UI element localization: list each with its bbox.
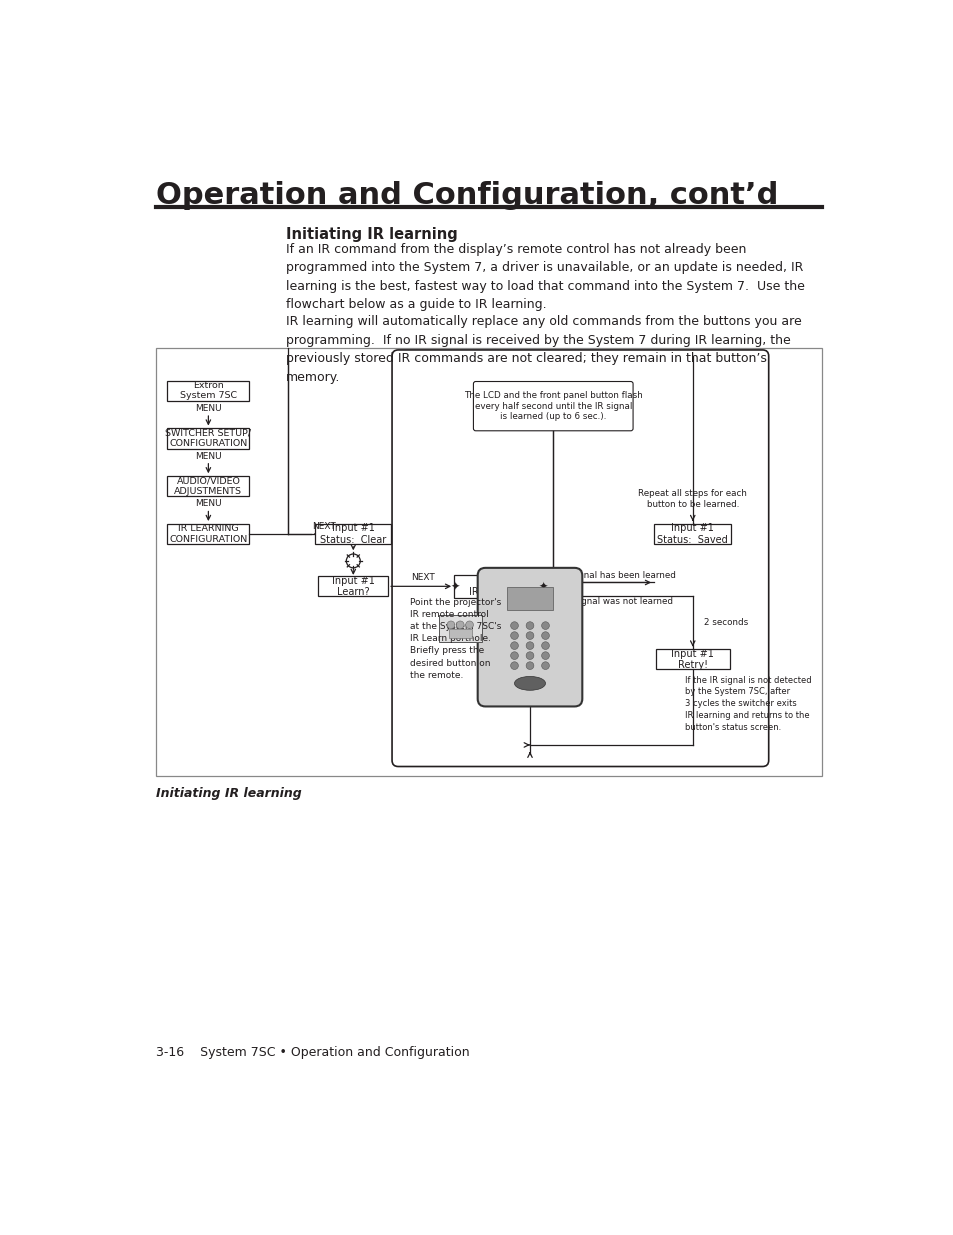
Text: NEXT: NEXT (312, 522, 335, 531)
Circle shape (541, 652, 549, 659)
Bar (167, 477, 249, 496)
Text: Signal has been learned: Signal has been learned (570, 571, 676, 580)
Bar (438, 615, 481, 642)
Bar (656, 650, 729, 669)
Text: NEXT: NEXT (411, 573, 435, 583)
Text: 3-16    System 7SC • Operation and Configuration: 3-16 System 7SC • Operation and Configur… (155, 1046, 469, 1060)
Text: If the IR signal is not detected
by the System 7SC, after
3 cycles the switcher : If the IR signal is not detected by the … (684, 676, 811, 732)
Bar (315, 524, 391, 543)
Text: Input #1
IR Learning!: Input #1 IR Learning! (469, 576, 528, 598)
Text: Input #1
Status:  Saved: Input #1 Status: Saved (657, 524, 727, 545)
Text: Signal was not learned: Signal was not learned (573, 597, 672, 606)
Circle shape (525, 632, 534, 640)
Circle shape (525, 652, 534, 659)
Bar (167, 429, 249, 448)
Bar (155, 348, 821, 776)
Text: Extron
System 7SC: Extron System 7SC (179, 382, 236, 400)
Text: Input #1
Learn?: Input #1 Learn? (332, 576, 375, 598)
Circle shape (456, 621, 464, 629)
Circle shape (510, 632, 517, 640)
Text: Input #1
Retry!: Input #1 Retry! (671, 648, 714, 671)
Text: MENU: MENU (194, 452, 221, 461)
Circle shape (510, 621, 517, 630)
Circle shape (510, 642, 517, 650)
Bar (654, 524, 731, 543)
Text: ✦: ✦ (537, 582, 547, 592)
Circle shape (525, 621, 534, 630)
Text: IR learning will automatically replace any old commands from the buttons you are: IR learning will automatically replace a… (286, 315, 801, 384)
FancyBboxPatch shape (477, 568, 581, 706)
Circle shape (510, 652, 517, 659)
Text: Repeat all steps for each
button to be learned.: Repeat all steps for each button to be l… (638, 489, 746, 509)
Text: IR LEARNING
CONFIGURATION: IR LEARNING CONFIGURATION (169, 525, 247, 543)
FancyBboxPatch shape (473, 382, 633, 431)
Circle shape (541, 662, 549, 669)
Bar (167, 380, 249, 401)
Circle shape (541, 632, 549, 640)
Bar (506, 587, 553, 610)
Text: MENU: MENU (194, 404, 221, 412)
Text: Point the projector's
IR remote control
at the System 7SC's
IR Learn porthole.
B: Point the projector's IR remote control … (410, 598, 500, 679)
Text: Initiating IR learning: Initiating IR learning (286, 227, 457, 242)
Bar (167, 524, 249, 543)
Bar (318, 577, 388, 597)
Bar (454, 574, 543, 598)
Circle shape (447, 621, 455, 629)
FancyBboxPatch shape (392, 350, 768, 767)
Text: AUDIO/VIDEO
ADJUSTMENTS: AUDIO/VIDEO ADJUSTMENTS (174, 477, 242, 496)
Text: Input #1
Status:  Clear: Input #1 Status: Clear (320, 524, 386, 545)
Circle shape (541, 621, 549, 630)
Circle shape (510, 662, 517, 669)
Circle shape (465, 621, 473, 629)
Text: SWITCHER SETUP/
CONFIGURATION: SWITCHER SETUP/ CONFIGURATION (165, 429, 252, 448)
Circle shape (525, 642, 534, 650)
Text: MENU: MENU (194, 499, 221, 509)
Circle shape (525, 662, 534, 669)
Text: Operation and Configuration, cont’d: Operation and Configuration, cont’d (155, 182, 778, 210)
Text: The LCD and the front panel button flash
every half second until the IR signal
i: The LCD and the front panel button flash… (463, 391, 642, 421)
Text: Initiating IR learning: Initiating IR learning (155, 787, 301, 800)
Text: 2 seconds: 2 seconds (703, 618, 748, 627)
Circle shape (541, 642, 549, 650)
Bar (448, 629, 472, 638)
Text: If an IR command from the display’s remote control has not already been
programm: If an IR command from the display’s remo… (286, 243, 804, 311)
Text: ✦: ✦ (450, 582, 459, 592)
Ellipse shape (514, 677, 545, 690)
